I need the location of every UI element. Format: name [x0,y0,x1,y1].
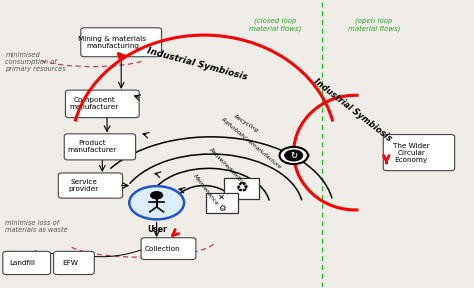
Text: Refurbish/ remanufacture: Refurbish/ remanufacture [220,117,282,169]
Circle shape [129,186,184,219]
FancyBboxPatch shape [225,178,259,199]
Text: Reuse/redistribute: Reuse/redistribute [209,147,250,190]
Text: Industrial Symbiosis: Industrial Symbiosis [146,46,248,82]
Text: (closed loop
material flows): (closed loop material flows) [249,18,301,32]
Text: Industrial Symbiosis: Industrial Symbiosis [312,76,393,143]
FancyBboxPatch shape [65,90,139,118]
Text: Product
manufacturer: Product manufacturer [68,140,117,154]
FancyBboxPatch shape [141,238,196,259]
Circle shape [285,150,303,161]
Text: ↻: ↻ [290,151,297,160]
FancyBboxPatch shape [383,134,455,171]
Text: The Wider
Circular
Economy: The Wider Circular Economy [393,143,429,163]
Text: User: User [147,225,166,234]
FancyBboxPatch shape [81,28,162,57]
Text: Component
manufacturer: Component manufacturer [70,97,119,110]
Text: minimised
consumption of
primary resources: minimised consumption of primary resourc… [5,52,66,72]
Text: Service
provider: Service provider [69,179,99,192]
Text: EFW: EFW [62,260,78,266]
Text: (open loop
material flows): (open loop material flows) [348,18,400,32]
FancyBboxPatch shape [64,134,136,160]
Text: Mining & materials
manufacturing: Mining & materials manufacturing [78,36,146,49]
Circle shape [280,147,308,164]
Text: Landfill: Landfill [9,260,35,266]
Text: Recycling: Recycling [233,113,260,133]
Text: Collection: Collection [145,246,181,252]
Text: Maintenance: Maintenance [192,173,219,206]
Circle shape [151,192,163,199]
Text: ♻: ♻ [236,181,248,196]
FancyBboxPatch shape [3,251,51,274]
FancyBboxPatch shape [206,193,238,213]
FancyBboxPatch shape [54,251,94,274]
FancyBboxPatch shape [58,173,123,198]
Text: ✕
⚙: ✕ ⚙ [218,193,226,213]
Text: minimise loss of
materials as waste: minimise loss of materials as waste [5,220,68,233]
